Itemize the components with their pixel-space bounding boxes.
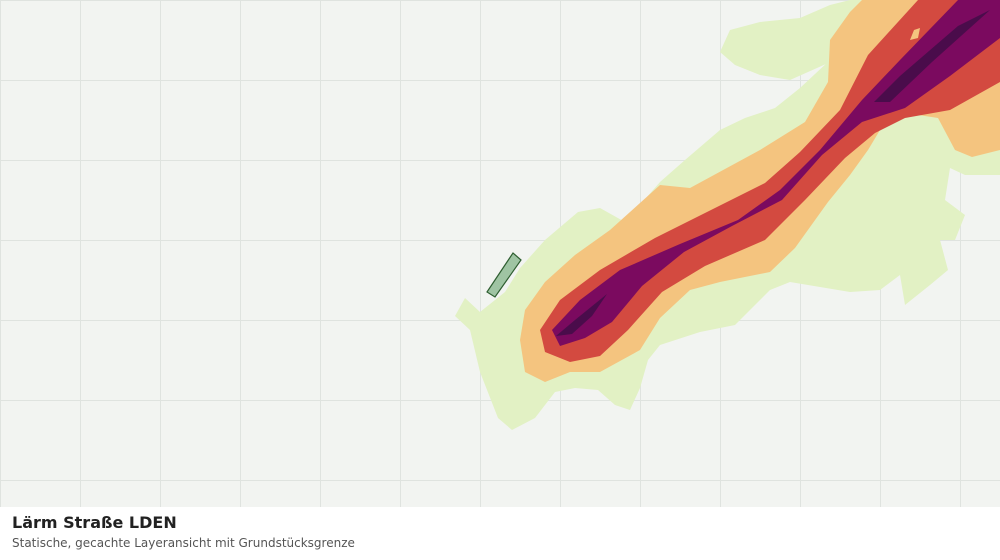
noise-band-extreme [556,294,607,336]
noise-band-low-north [720,0,850,80]
noise-spot [910,28,920,40]
caption-subtitle: Statische, gecachte Layeransicht mit Gru… [12,536,355,550]
noise-band-very-high [552,0,1000,346]
map [0,0,1000,507]
caption: Lärm Straße LDEN Statische, gecachte Lay… [0,507,1000,560]
noise-band-extreme [874,10,990,102]
caption-title: Lärm Straße LDEN [12,513,177,532]
parcel-boundary[interactable] [486,252,522,298]
